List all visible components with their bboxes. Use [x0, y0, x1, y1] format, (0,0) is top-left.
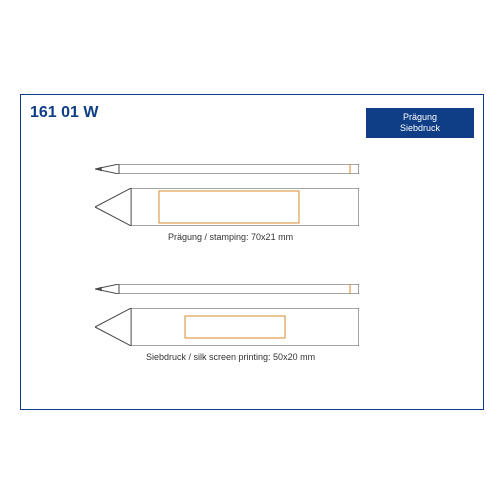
silkscreen-caption: Siebdruck / silk screen printing: 50x20 … — [146, 352, 315, 362]
badge-line-1: Prägung — [403, 112, 437, 123]
silkscreen-pencil-block — [95, 308, 359, 346]
print-methods-badge: Prägung Siebdruck — [366, 108, 474, 138]
silkscreen-pencil-side — [95, 284, 359, 294]
stamping-pencil-side — [95, 164, 359, 174]
stage: 161 01 W Prägung Siebdruck Prägung / sta… — [0, 0, 504, 504]
stamping-pencil-block — [95, 188, 359, 226]
product-code: 161 01 W — [30, 104, 98, 122]
badge-line-2: Siebdruck — [400, 123, 440, 134]
diagram-frame — [20, 94, 484, 410]
stamping-caption: Prägung / stamping: 70x21 mm — [168, 232, 293, 242]
